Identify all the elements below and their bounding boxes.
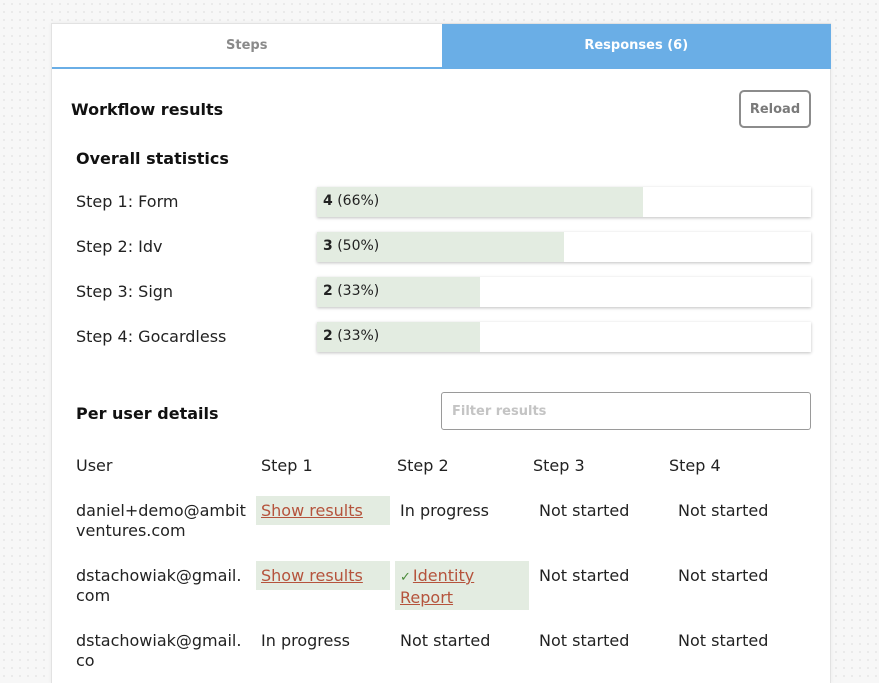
stat-bar: 4 (66%) [317, 187, 811, 217]
column-header-step-3: Step 3 [533, 456, 585, 475]
stat-label: Step 3: Sign [76, 282, 174, 301]
workflow-results-title: Workflow results [71, 100, 224, 119]
column-header-step-2: Step 2 [397, 456, 449, 475]
stat-bar: 3 (50%) [317, 232, 811, 262]
workflow-card: Steps Responses (6) Workflow results Rel… [51, 23, 831, 683]
check-icon: ✓ [400, 570, 411, 585]
stat-row-step-3: Step 3: Sign 2 (33%) [76, 277, 816, 307]
stat-row-step-4: Step 4: Gocardless 2 (33%) [76, 322, 816, 352]
step-4-status: Not started [678, 631, 769, 650]
stat-label: Step 1: Form [76, 192, 179, 211]
step-4-status: Not started [678, 566, 769, 585]
tab-responses[interactable]: Responses (6) [441, 24, 831, 67]
step-1-status: In progress [261, 631, 351, 650]
step-4-status: Not started [678, 501, 769, 520]
stat-bar-fill [317, 187, 644, 217]
show-results-link[interactable]: Show results [261, 566, 363, 585]
stat-bar-value: 2 (33%) [323, 283, 380, 299]
stat-label: Step 2: Idv [76, 237, 163, 256]
step-1-cell: Show results [256, 561, 390, 590]
identity-report-link-wrap[interactable]: ✓ Identity Report [400, 566, 524, 608]
tab-bar: Steps Responses (6) [52, 24, 831, 69]
stat-bar-value: 4 (66%) [323, 193, 380, 209]
column-header-user: User [76, 456, 113, 475]
stat-bar-fill [317, 277, 481, 307]
tab-steps[interactable]: Steps [52, 24, 442, 67]
show-results-link[interactable]: Show results [261, 501, 363, 520]
column-header-step-4: Step 4 [669, 456, 721, 475]
step-2-status: Not started [400, 631, 491, 650]
step-3-status: Not started [539, 566, 630, 585]
step-1-cell: Show results [256, 496, 390, 525]
stat-bar-fill [317, 232, 564, 262]
per-user-details-heading: Per user details [76, 404, 219, 423]
stat-bar-value: 2 (33%) [323, 328, 380, 344]
step-3-status: Not started [539, 631, 630, 650]
user-email: dstachowiak@gmail.com [76, 566, 242, 605]
stat-bar-value: 3 (50%) [323, 238, 380, 254]
stat-label: Step 4: Gocardless [76, 327, 227, 346]
stat-bar: 2 (33%) [317, 277, 811, 307]
user-email: daniel+demo@ambitventures.com [76, 501, 246, 540]
stat-bar: 2 (33%) [317, 322, 811, 352]
step-3-status: Not started [539, 501, 630, 520]
step-2-cell: ✓ Identity Report [395, 561, 529, 610]
reload-button[interactable]: Reload [739, 90, 811, 128]
overall-statistics-heading: Overall statistics [76, 149, 229, 168]
stat-row-step-1: Step 1: Form 4 (66%) [76, 187, 816, 217]
identity-report-link[interactable]: Identity Report [400, 566, 475, 607]
column-header-step-1: Step 1 [261, 456, 313, 475]
stat-row-step-2: Step 2: Idv 3 (50%) [76, 232, 816, 262]
user-email: dstachowiak@gmail.co [76, 631, 242, 670]
step-2-status: In progress [400, 501, 490, 520]
filter-results-input[interactable] [441, 392, 811, 430]
stat-bar-fill [317, 322, 481, 352]
